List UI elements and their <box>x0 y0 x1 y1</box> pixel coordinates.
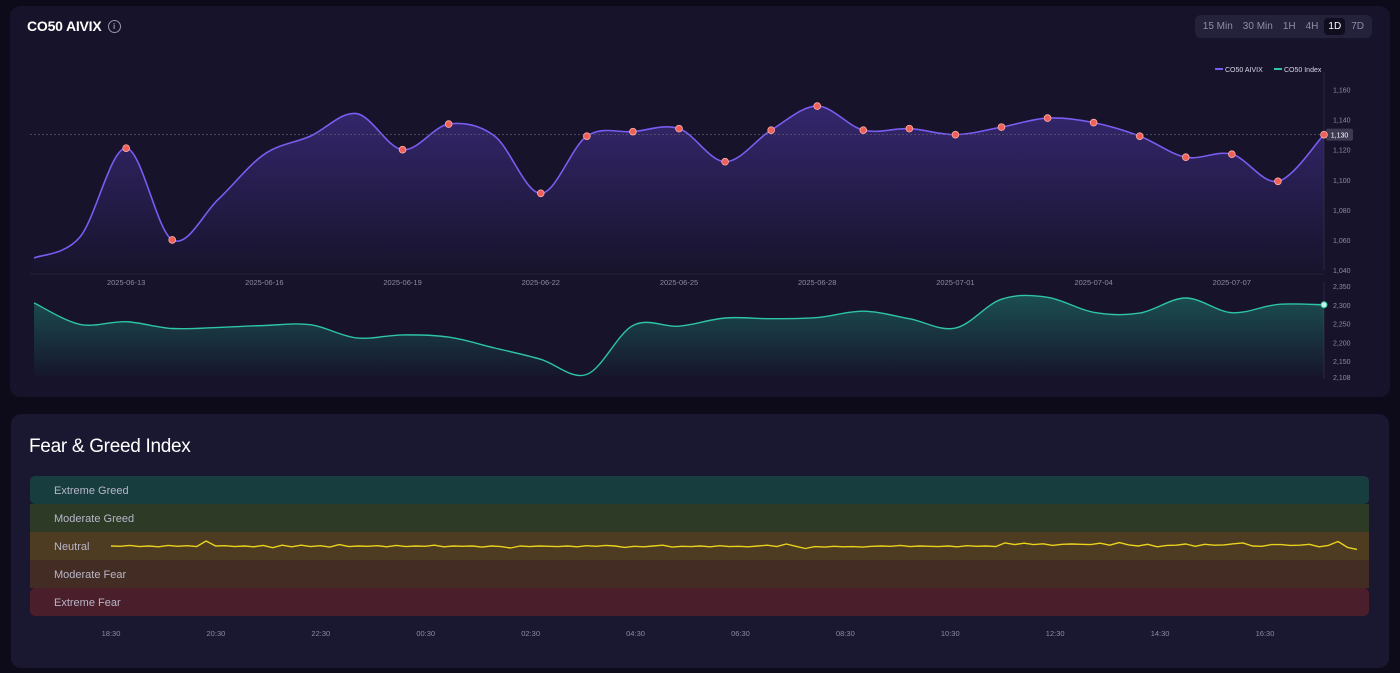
zone-label: Extreme Fear <box>54 597 121 609</box>
index-line <box>33 294 1325 377</box>
x-tick-label: 2025-07-01 <box>936 278 974 287</box>
aivix-data-point <box>1228 150 1236 158</box>
y-tick-label: 1,100 <box>1333 178 1351 185</box>
aivix-data-point <box>951 130 960 139</box>
aivix-data-point <box>767 126 775 134</box>
aivix-data-point <box>675 124 683 133</box>
x-tick-label: 2025-07-04 <box>1074 278 1112 287</box>
timeframe-15-min[interactable]: 15 Min <box>1202 21 1233 32</box>
legend-label-aivix: CO50 AIVIX <box>1225 67 1263 74</box>
fear-greed-title: Fear & Greed Index <box>29 436 191 457</box>
x-tick-label: 2025-06-16 <box>245 278 283 287</box>
y-tick-label-index: 2,300 <box>1333 303 1351 310</box>
timeframe-7d[interactable]: 7D <box>1351 21 1364 32</box>
fear-greed-card: Fear & Greed Index Extreme Greed Moderate… <box>11 414 1389 668</box>
x-tick-label: 2025-06-28 <box>798 278 836 287</box>
fear-greed-line <box>110 540 1358 551</box>
y-tick-label: 1,060 <box>1333 238 1351 245</box>
fg-x-tick-label: 12:30 <box>1046 629 1065 638</box>
y-tick-label: 1,120 <box>1333 148 1351 155</box>
aivix-data-point <box>1089 118 1098 127</box>
current-value-label: 1,130 <box>1331 133 1349 140</box>
zone-label: Extreme Greed <box>54 485 129 497</box>
fg-x-tick-label: 00:30 <box>416 629 435 638</box>
aivix-data-point <box>1043 114 1052 122</box>
info-icon[interactable]: i <box>107 19 121 33</box>
timeframe-30-min[interactable]: 30 Min <box>1242 21 1273 32</box>
aivix-data-point <box>444 120 453 128</box>
aivix-data-point <box>168 236 177 244</box>
zone-label: Neutral <box>54 541 89 553</box>
chart-title-text: CO50 AIVIX <box>27 18 102 34</box>
timeframe-4h[interactable]: 4H <box>1305 21 1319 32</box>
aivix-data-point <box>905 124 914 133</box>
fg-x-tick-label: 20:30 <box>207 629 226 638</box>
aivix-line <box>33 105 1325 259</box>
aivix-data-point <box>122 144 130 152</box>
x-tick-label: 2025-06-19 <box>383 278 421 287</box>
aivix-data-point <box>536 189 545 198</box>
y-tick-label-index: 2,350 <box>1333 284 1351 291</box>
y-tick-label-index: 2,108 <box>1333 375 1351 382</box>
aivix-data-point <box>629 127 637 136</box>
aivix-chart[interactable]: 1,040 1,060 1,080 1,100 1,120 1,140 1,160 1,130… <box>10 6 1390 397</box>
y-tick-label: 1,080 <box>1333 208 1351 215</box>
zone-band <box>30 588 1369 616</box>
chart-title: CO50 AIVIX i <box>27 18 121 34</box>
fg-x-tick-label: 06:30 <box>731 629 750 638</box>
fg-x-tick-label: 14:30 <box>1151 629 1170 638</box>
zone-band <box>30 504 1369 532</box>
y-tick-label-index: 2,250 <box>1333 322 1351 329</box>
timeframe-selector: 15 Min 30 Min 1H 4H 1D 7D <box>1194 15 1372 38</box>
y-tick-label: 1,140 <box>1333 118 1351 125</box>
aivix-data-point <box>1320 130 1328 139</box>
zone-band <box>30 476 1369 504</box>
aivix-data-point <box>1274 177 1282 186</box>
aivix-data-point <box>721 157 729 166</box>
current-value-tag <box>1326 128 1353 141</box>
aivix-chart-card: CO50 AIVIX i 15 Min 30 Min 1H 4H 1D 7D 1,040 1… <box>10 6 1390 397</box>
timeframe-1d[interactable]: 1D <box>1324 18 1346 35</box>
fg-x-tick-label: 04:30 <box>626 629 645 638</box>
x-tick-label: 2025-06-22 <box>522 278 560 287</box>
fear-greed-chart[interactable]: Extreme Greed Moderate Greed Neutral Modera… <box>11 414 1389 668</box>
zone-band <box>30 560 1369 588</box>
aivix-data-point <box>813 102 822 110</box>
fg-x-tick-label: 16:30 <box>1256 629 1275 638</box>
aivix-data-point <box>859 126 868 134</box>
fg-x-tick-label: 02:30 <box>521 629 540 638</box>
aivix-data-point <box>583 132 591 140</box>
aivix-data-point <box>398 145 407 154</box>
aivix-data-point <box>1181 153 1190 162</box>
fg-x-tick-label: 10:30 <box>941 629 960 638</box>
index-area <box>34 295 1324 377</box>
y-tick-label: 1,160 <box>1333 88 1351 95</box>
zone-label: Moderate Greed <box>54 513 134 525</box>
index-last-point <box>1320 301 1328 309</box>
legend-label-index: CO50 Index <box>1284 67 1322 74</box>
fg-x-tick-label: 08:30 <box>836 629 855 638</box>
fg-x-tick-label: 22:30 <box>311 629 330 638</box>
y-tick-label: 1,040 <box>1333 268 1351 275</box>
x-tick-label: 2025-06-25 <box>660 278 698 287</box>
aivix-data-point <box>997 123 1006 131</box>
timeframe-1h[interactable]: 1H <box>1282 21 1296 32</box>
y-tick-label-index: 2,150 <box>1333 359 1351 366</box>
aivix-area <box>34 106 1324 270</box>
x-tick-label: 2025-07-07 <box>1213 278 1251 287</box>
x-tick-label: 2025-06-13 <box>107 278 145 287</box>
fg-x-tick-label: 18:30 <box>102 629 121 638</box>
aivix-data-point <box>1135 132 1144 140</box>
y-tick-label-index: 2,200 <box>1333 340 1351 347</box>
zone-label: Moderate Fear <box>54 569 126 581</box>
